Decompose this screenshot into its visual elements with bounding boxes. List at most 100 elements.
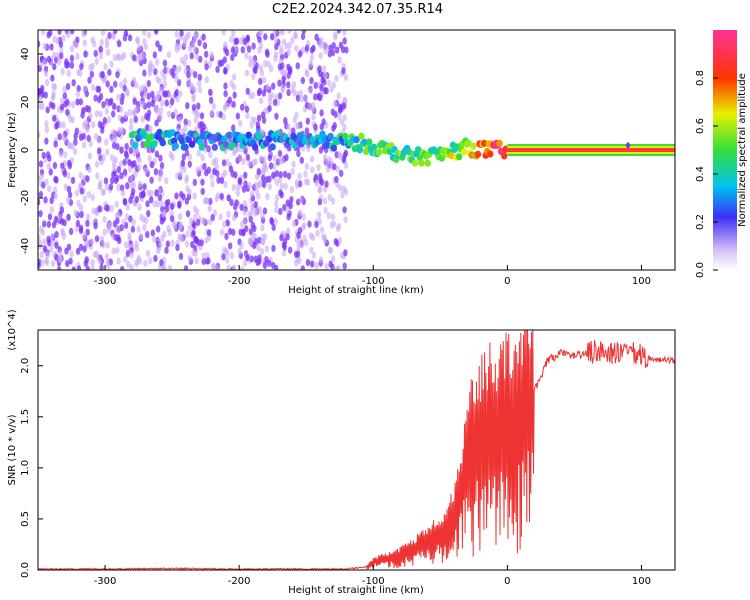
spectral-noise-dot [273,264,279,270]
spectral-noise-dot [247,237,253,245]
spectrogram-x-tick-label: -200 [228,276,251,287]
spectral-noise-dot [137,163,142,171]
spectral-noise-dot [245,153,251,162]
spectral-noise-dot [174,75,179,83]
spectral-noise-dot [206,166,211,174]
spectral-noise-dot [301,221,307,230]
spectral-noise-dot [214,195,219,203]
snr-series-line [38,330,675,570]
spectral-noise-dot [303,170,308,178]
spectral-noise-dot [245,112,250,120]
spectral-noise-dot [342,206,347,214]
spectral-noise-dot [159,259,164,267]
spectral-noise-dot [54,253,59,262]
spectral-noise-dot [237,177,242,185]
spectral-noise-dot [93,222,98,230]
colorbar-tick-label: 0.6 [695,118,706,134]
spectral-noise-dot [88,64,93,72]
spectral-ridge-dot [411,159,419,167]
spectral-noise-dot [122,197,128,206]
spectral-noise-dot [204,236,209,244]
spectral-noise-dot [283,117,288,125]
spectral-noise-dot [209,51,214,59]
spectral-noise-dot [248,55,253,63]
spectral-noise-dot [332,99,338,108]
spectral-noise-dot [147,154,152,162]
spectral-noise-dot [317,94,323,102]
spectral-noise-dot [79,210,84,219]
spectral-noise-dot [170,239,175,247]
spectral-noise-dot [86,105,92,113]
spectral-noise-dot [112,102,117,111]
spectral-noise-dot [38,130,41,139]
spectral-noise-dot [49,196,54,205]
spectral-noise-dot [297,172,302,180]
spectral-noise-dot [286,89,291,97]
spectral-noise-dot [186,70,191,79]
spectral-noise-dot [231,30,236,37]
spectral-ridge-dot [330,144,338,152]
spectral-noise-dot [318,256,324,264]
spectral-noise-dot [323,72,328,80]
spectral-noise-dot [330,49,336,57]
spectral-noise-dot [59,206,65,214]
spectrogram-x-tick-label: 0 [504,276,510,287]
spectral-noise-dot [200,187,205,196]
spectral-noise-dot [327,193,333,202]
spectral-noise-dot [119,265,125,270]
spectral-noise-dot [231,214,237,222]
spectral-noise-dot [162,80,168,88]
spectral-noise-dot [135,37,141,45]
spectral-noise-dot [65,259,70,268]
spectral-ridge-dot [480,139,488,147]
spectral-noise-dot [280,84,285,92]
spectral-noise-dot [93,49,98,58]
spectral-noise-dot [322,65,327,73]
spectral-noise-dot [116,257,121,265]
spectral-noise-dot [81,107,86,115]
spectral-noise-dot [342,30,347,36]
spectral-noise-dot [343,188,349,196]
spectral-noise-dot [124,142,129,151]
spectral-noise-dot [102,215,107,224]
spectral-noise-dot [195,166,200,174]
spectral-noise-dot [332,122,337,130]
spectral-noise-dot [65,196,71,204]
spectral-noise-dot [63,151,68,159]
spectral-noise-dot [272,98,278,107]
spectral-noise-dot [267,154,273,162]
spectral-noise-dot [236,145,241,153]
spectral-noise-dot [134,147,140,155]
spectral-noise-dot [90,36,95,44]
spectral-noise-dot [264,48,270,56]
spectral-noise-dot [328,158,333,166]
spectral-noise-dot [252,117,258,125]
spectral-noise-dot [104,183,110,191]
spectral-noise-dot [123,241,129,249]
spectral-noise-dot [131,218,136,226]
spectral-noise-dot [83,119,88,127]
spectral-noise-dot [238,37,244,45]
spectral-noise-dot [291,160,296,168]
spectral-noise-dot [54,122,59,130]
spectral-noise-dot [194,237,200,245]
spectral-noise-dot [328,260,333,268]
spectral-noise-dot [291,220,297,228]
spectral-noise-dot [43,70,49,78]
spectral-noise-dot [314,261,320,270]
spectral-ridge-dot [198,143,205,151]
spectral-noise-dot [54,241,59,249]
spectral-noise-dot [117,40,122,48]
spectral-noise-dot [235,189,240,197]
spectral-noise-dot [223,82,228,90]
spectral-noise-dot [65,108,70,116]
spectral-noise-dot [337,151,342,159]
spectral-noise-dot [116,237,122,245]
spectral-noise-dot [274,200,279,208]
spectral-noise-dot [104,36,110,45]
spectral-noise-dot [86,191,92,199]
spectral-noise-dot [191,40,196,48]
spectral-noise-dot [116,211,121,219]
spectral-noise-dot [93,132,99,141]
spectral-noise-dot [187,224,193,232]
